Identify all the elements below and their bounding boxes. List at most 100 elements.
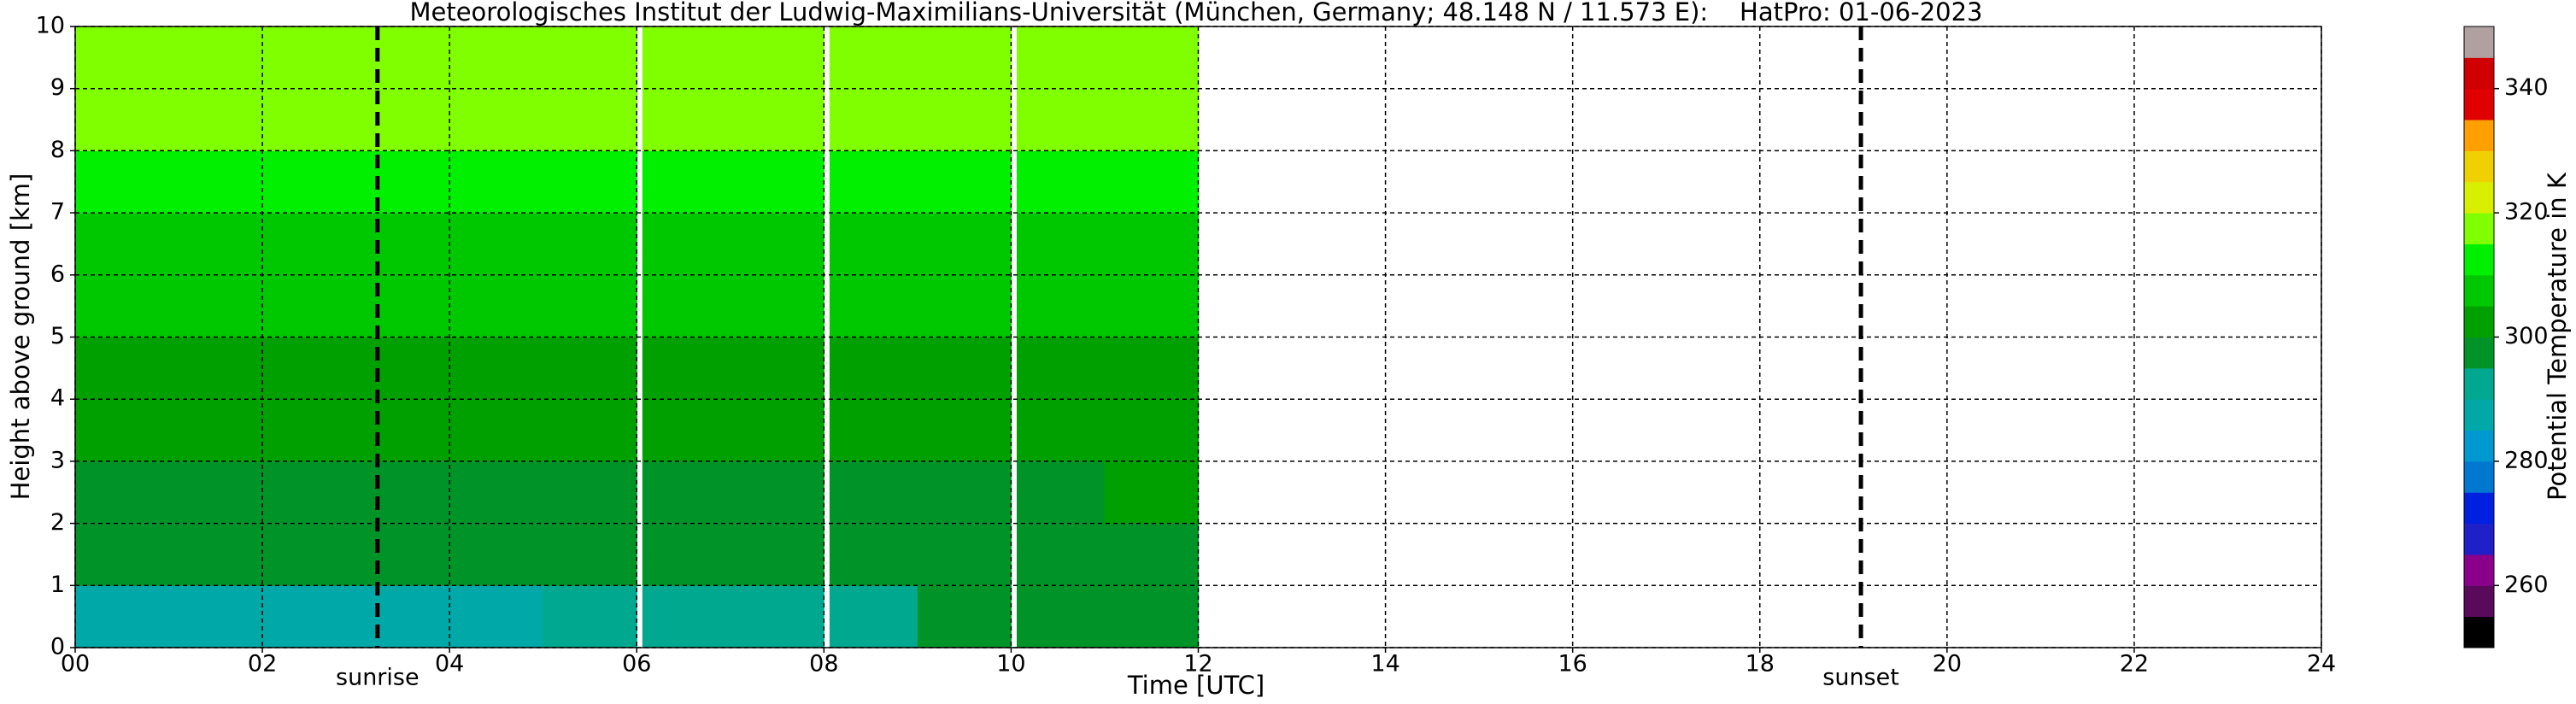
heatmap-cell — [917, 585, 1012, 648]
heatmap-cell — [917, 150, 1012, 214]
colorbar-segment — [2464, 492, 2494, 525]
heatmap-cell — [1104, 26, 1199, 90]
heatmap-cell — [829, 274, 918, 337]
heatmap-cell — [543, 26, 637, 90]
heatmap-cell — [829, 523, 918, 586]
colorbar-segment — [2464, 430, 2494, 462]
heatmap-cell — [543, 213, 637, 276]
colorbar-segment — [2464, 399, 2494, 431]
plot-frame — [74, 26, 2322, 648]
heatmap-cell — [917, 26, 1012, 90]
event-label: sunset — [1822, 665, 1899, 691]
heatmap-cell — [543, 88, 637, 151]
heatmap-cell — [917, 274, 1012, 337]
heatmap-cell — [355, 150, 450, 214]
heatmap-cell — [449, 26, 544, 90]
heatmap-cell — [262, 337, 357, 400]
heatmap-cell — [75, 461, 170, 525]
heatmap-cell — [829, 150, 918, 214]
heatmap-cell — [355, 523, 450, 586]
y-tick-label: 3 — [50, 447, 65, 473]
heatmap-cell — [1016, 461, 1106, 525]
heatmap-cell — [1104, 337, 1199, 400]
colorbar-segment — [2464, 243, 2494, 276]
heatmap-cell — [449, 88, 544, 151]
heatmap-cell — [829, 585, 918, 648]
heatmap-cell — [262, 461, 357, 525]
heatmap-cell — [1104, 274, 1199, 337]
heatmap-cell — [449, 337, 544, 400]
heatmap-cell — [642, 88, 731, 151]
colorbar-segment — [2464, 26, 2494, 58]
heatmap-cell — [262, 585, 357, 648]
heatmap-cell — [1016, 523, 1106, 586]
heatmap-cell — [730, 150, 824, 214]
heatmap-cell — [642, 585, 731, 648]
colorbar-segment — [2464, 306, 2494, 337]
heatmap-cell — [1104, 88, 1199, 151]
heatmap-cell — [75, 337, 170, 400]
colorbar-segment — [2464, 88, 2494, 120]
heatmap-cell — [642, 523, 731, 586]
heatmap-cell — [642, 461, 731, 525]
heatmap-cell — [75, 523, 170, 586]
heatmap-cell — [829, 213, 918, 276]
x-axis-label: Time [UTC] — [1127, 671, 1265, 700]
x-tick-label: 10 — [996, 651, 1025, 678]
heatmap-cell — [730, 213, 824, 276]
heatmap-cell — [642, 337, 731, 400]
heatmap-cell — [75, 274, 170, 337]
x-tick-label: 16 — [1558, 651, 1587, 678]
heatmap-cell — [449, 150, 544, 214]
heatmap-cell — [730, 461, 824, 525]
heatmap-cell — [829, 26, 918, 90]
heatmap-cell — [355, 461, 450, 525]
heatmap-cell — [449, 585, 544, 648]
heatmap-cell — [1016, 585, 1106, 648]
heatmap-cell — [730, 88, 824, 151]
x-tick-label: 20 — [1933, 651, 1962, 678]
colorbar-segment — [2464, 554, 2494, 586]
colorbar-tick-label: 320 — [2504, 199, 2549, 226]
y-tick-label: 9 — [50, 74, 65, 101]
x-tick-label: 06 — [622, 651, 651, 678]
heatmap-cell — [449, 213, 544, 276]
heatmap-cell — [917, 88, 1012, 151]
y-tick-label: 2 — [50, 509, 65, 536]
colorbar-segment — [2464, 213, 2494, 244]
colorbar-segment — [2464, 367, 2494, 400]
heatmap-cell — [917, 213, 1012, 276]
heatmap-cell — [262, 26, 357, 90]
heatmap-cell — [1016, 150, 1106, 214]
heatmap-cell — [543, 274, 637, 337]
heatmap-cell — [1016, 399, 1106, 462]
heatmap-cell — [730, 337, 824, 400]
heatmap-cell — [355, 88, 450, 151]
heatmap-cell — [75, 585, 170, 648]
heatmap-cell — [543, 150, 637, 214]
heatmap-cell — [449, 523, 544, 586]
colorbar-segment — [2464, 57, 2494, 90]
heatmap-cell — [355, 26, 450, 90]
heatmap-cell — [1104, 150, 1199, 214]
heatmap-cell — [543, 337, 637, 400]
heatmap-cell — [730, 399, 824, 462]
colorbar-segment — [2464, 616, 2494, 648]
heatmap-cell — [449, 274, 544, 337]
x-tick-label: 04 — [435, 651, 464, 678]
colorbar-segment — [2464, 461, 2494, 493]
heatmap-cell — [262, 274, 357, 337]
heatmap-cell — [75, 399, 170, 462]
heatmap-cell — [262, 399, 357, 462]
x-tick-label: 02 — [248, 651, 277, 678]
heatmap-cell — [730, 585, 824, 648]
heatmap-cell — [642, 150, 731, 214]
heatmap-cell — [917, 461, 1012, 525]
colorbar-tick-label: 280 — [2504, 447, 2549, 473]
heatmap-cell — [642, 274, 731, 337]
colorbar-segment — [2464, 120, 2494, 151]
heatmap-cell — [168, 399, 263, 462]
heatmap-cell — [168, 523, 263, 586]
heatmap-cell — [1104, 213, 1199, 276]
